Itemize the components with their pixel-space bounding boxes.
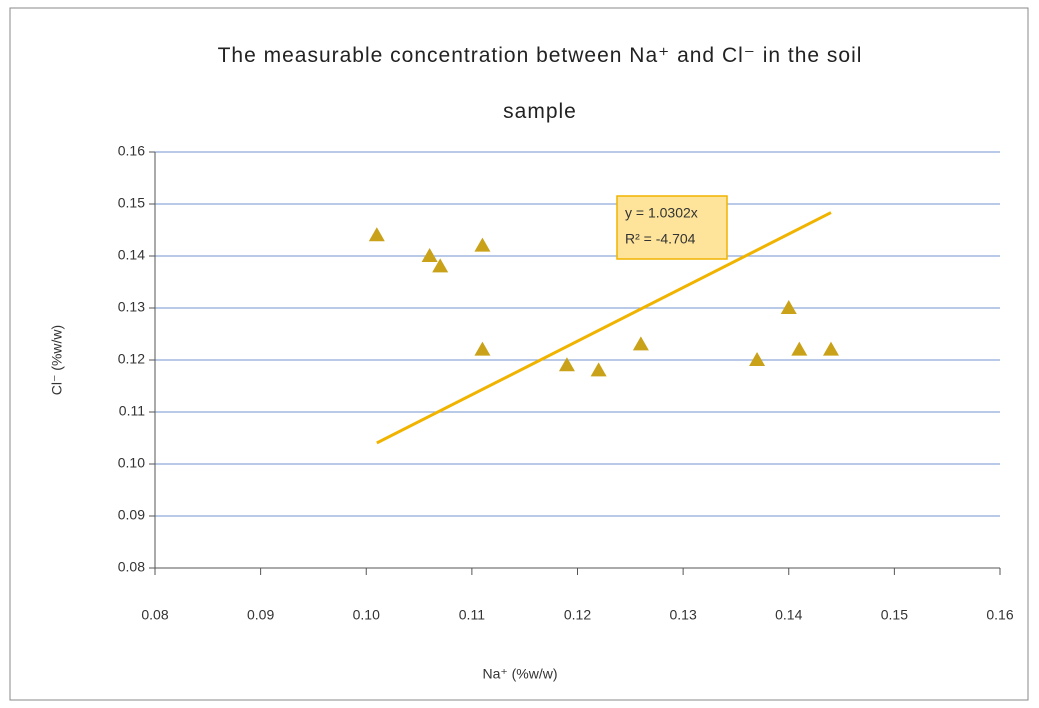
trendline (376, 211, 832, 445)
data-point (421, 248, 438, 262)
x-tick-label: 0.12 (564, 607, 591, 623)
data-point (474, 237, 491, 252)
chart-frame (9, 7, 1029, 701)
x-tick-label: 0.16 (986, 607, 1013, 623)
data-point (474, 341, 491, 356)
x-tick-label: 0.09 (247, 607, 274, 623)
y-tick-label: 0.12 (118, 351, 145, 367)
trendline-label-text: y = 1.0302x (625, 205, 698, 221)
y-tick-label: 0.09 (118, 507, 145, 523)
y-tick-label: 0.15 (118, 195, 145, 211)
trendline-label-box (616, 195, 728, 260)
trendline-label-text: R² = -4.704 (625, 231, 696, 247)
y-tick-label: 0.16 (118, 143, 145, 159)
x-tick-label: 0.10 (353, 607, 380, 623)
y-tick-label: 0.14 (118, 247, 145, 263)
x-tick-label: 0.14 (775, 607, 802, 623)
x-tick-label: 0.13 (670, 607, 697, 623)
y-tick-label: 0.10 (118, 455, 145, 471)
data-point (632, 336, 649, 351)
y-tick-label: 0.08 (118, 559, 145, 575)
data-point (558, 357, 575, 372)
data-point (791, 341, 808, 356)
data-point (823, 341, 839, 356)
y-tick-label: 0.11 (119, 403, 145, 419)
chart-title: The measurable concentration between Na⁺… (217, 44, 863, 123)
x-tick-label: 0.11 (459, 607, 485, 623)
data-point (432, 258, 449, 273)
data-point (780, 300, 797, 314)
x-axis-title: Na⁺ (%w/w) (482, 666, 557, 682)
x-tick-label: 0.15 (881, 607, 908, 623)
data-point (590, 362, 607, 377)
data-point (749, 352, 766, 366)
trendline-label: y = 1.0302x R² = -4.704 (616, 195, 728, 260)
y-axis-title: Cl⁻ (%w/w) (49, 325, 65, 395)
y-tick-label: 0.13 (118, 299, 145, 315)
data-point (368, 227, 385, 242)
x-tick-label: 0.08 (141, 607, 168, 623)
